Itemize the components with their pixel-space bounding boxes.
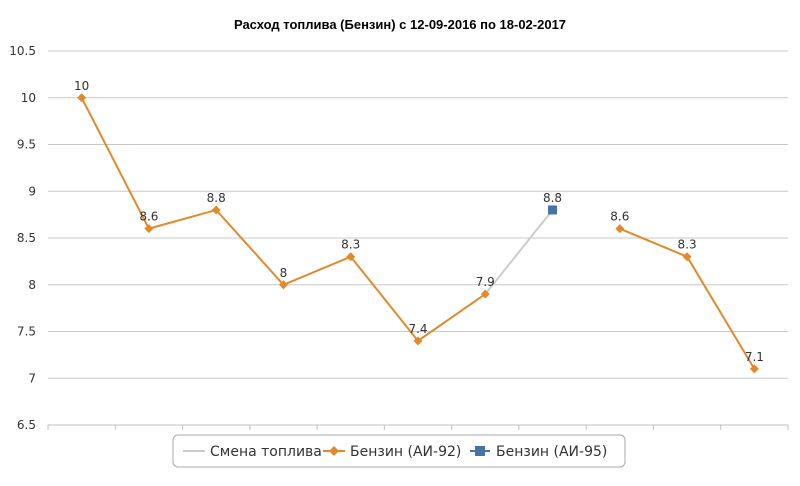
y-tick-label: 6.5 xyxy=(17,418,36,432)
legend: Смена топлива Бензин (АИ-92) Бензин (АИ-… xyxy=(172,434,626,468)
data-label: 8 xyxy=(280,266,288,280)
data-point-ai92 xyxy=(480,289,490,299)
data-label: 7.1 xyxy=(745,350,764,364)
data-label: 8.8 xyxy=(543,191,562,205)
y-tick-label: 10.5 xyxy=(9,44,36,58)
legend-item-ai95[interactable]: Бензин (АИ-95) xyxy=(470,444,607,460)
y-tick-label: 10 xyxy=(21,91,36,105)
legend-item-ai92[interactable]: Бензин (АИ-92) xyxy=(323,444,461,460)
data-point-ai92 xyxy=(278,280,288,290)
y-tick-label: 7 xyxy=(28,371,36,385)
data-label: 10 xyxy=(74,79,89,93)
legend-label-fuel-change: Смена топлива xyxy=(210,444,322,460)
data-label: 7.9 xyxy=(476,275,495,289)
data-point-ai92 xyxy=(615,224,625,234)
data-label: 8.6 xyxy=(139,210,158,224)
y-tick-label: 8.5 xyxy=(17,231,36,245)
y-tick-label: 9 xyxy=(28,184,36,198)
data-label: 8.8 xyxy=(207,191,226,205)
data-point-ai92 xyxy=(682,252,692,262)
legend-marker-ai95 xyxy=(475,446,485,456)
series-markers xyxy=(77,93,759,374)
data-labels: 10 8.6 8.8 8 8.3 7.4 7.9 8.8 8.6 8.3 7.1 xyxy=(74,79,764,364)
legend-box xyxy=(172,434,626,468)
y-tick-label: 9.5 xyxy=(17,138,36,152)
data-point-ai95 xyxy=(548,205,558,215)
data-point-ai92 xyxy=(211,205,221,215)
data-point-ai92 xyxy=(346,252,356,262)
data-label: 8.6 xyxy=(610,210,629,224)
y-tick-label: 8 xyxy=(28,278,36,292)
legend-label-ai92: Бензин (АИ-92) xyxy=(350,444,461,460)
legend-label-ai95: Бензин (АИ-95) xyxy=(496,444,607,460)
series-line-fuel-change xyxy=(484,209,554,295)
data-label: 8.3 xyxy=(678,238,697,252)
chart-title: Расход топлива (Бензин) с 12-09-2016 по … xyxy=(234,17,566,32)
y-tick-label: 7.5 xyxy=(17,325,36,339)
x-axis xyxy=(47,424,789,430)
data-point-ai92 xyxy=(144,224,154,234)
data-label: 8.3 xyxy=(341,238,360,252)
data-label: 7.4 xyxy=(408,322,427,336)
legend-marker-ai92 xyxy=(329,446,339,456)
data-point-ai92 xyxy=(413,336,423,346)
legend-item-fuel-change[interactable]: Смена топлива xyxy=(183,444,322,460)
data-point-ai92 xyxy=(749,364,759,374)
data-point-ai92 xyxy=(77,93,87,103)
gridlines xyxy=(48,50,788,379)
y-axis-tick-labels: 10.5 10 9.5 9 8.5 8 7.5 7 6.5 xyxy=(9,44,36,432)
